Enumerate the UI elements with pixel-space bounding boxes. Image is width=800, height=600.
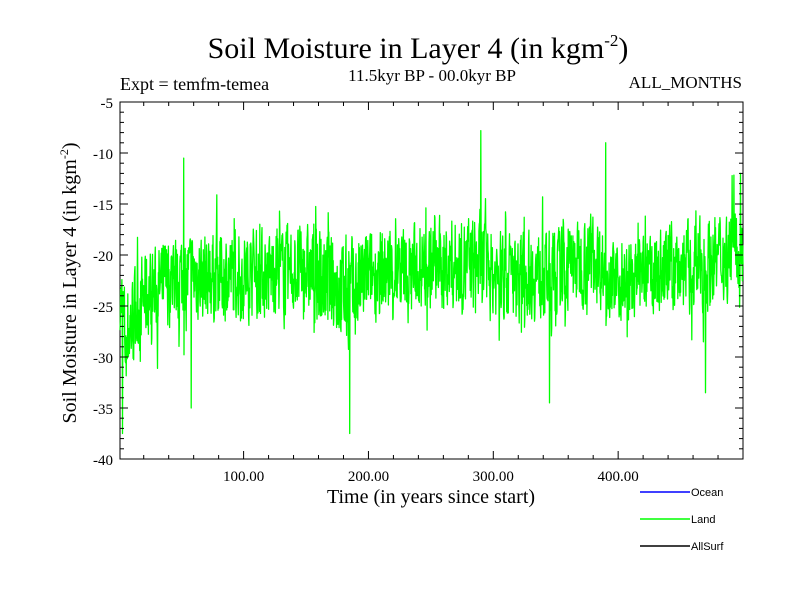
y-tick-label: -30 [93, 351, 113, 367]
months-label: ALL_MONTHS [629, 73, 742, 92]
ticks-layer: -40 -35 -30 -25 -20 -15 -10 -5 100.00 200.00 300.0… [93, 96, 743, 485]
legend-label-land: Land [691, 514, 715, 526]
legend-label-allsurf: AllSurf [691, 541, 724, 553]
series-layer [119, 129, 744, 435]
x-axis-label: Time (in years since start) [327, 486, 535, 508]
y-axis-label: Soil Moisture in Layer 4 (in kgm-2) [57, 142, 81, 423]
x-tick-label: 400.00 [598, 469, 639, 485]
y-tick-label: -20 [93, 249, 113, 265]
y-tick-label: -25 [93, 300, 113, 316]
legend-label-ocean: Ocean [691, 487, 723, 499]
y-tick-label: -15 [93, 198, 113, 214]
y-tick-label: -5 [101, 96, 114, 112]
chart-title: Soil Moisture in Layer 4 (in kgm-2) [208, 31, 629, 65]
legend: Ocean Land AllSurf [640, 487, 724, 553]
y-tick-label: -40 [93, 453, 113, 469]
x-tick-label: 200.00 [348, 469, 389, 485]
x-tick-label: 100.00 [223, 469, 264, 485]
y-tick-label: -10 [93, 147, 113, 163]
y-tick-label: -35 [93, 402, 113, 418]
experiment-label: Expt = temfm-temea [120, 74, 269, 94]
series-line-land [119, 129, 744, 435]
period-label: 11.5kyr BP - 00.0kyr BP [348, 66, 516, 85]
x-tick-label: 300.00 [473, 469, 514, 485]
